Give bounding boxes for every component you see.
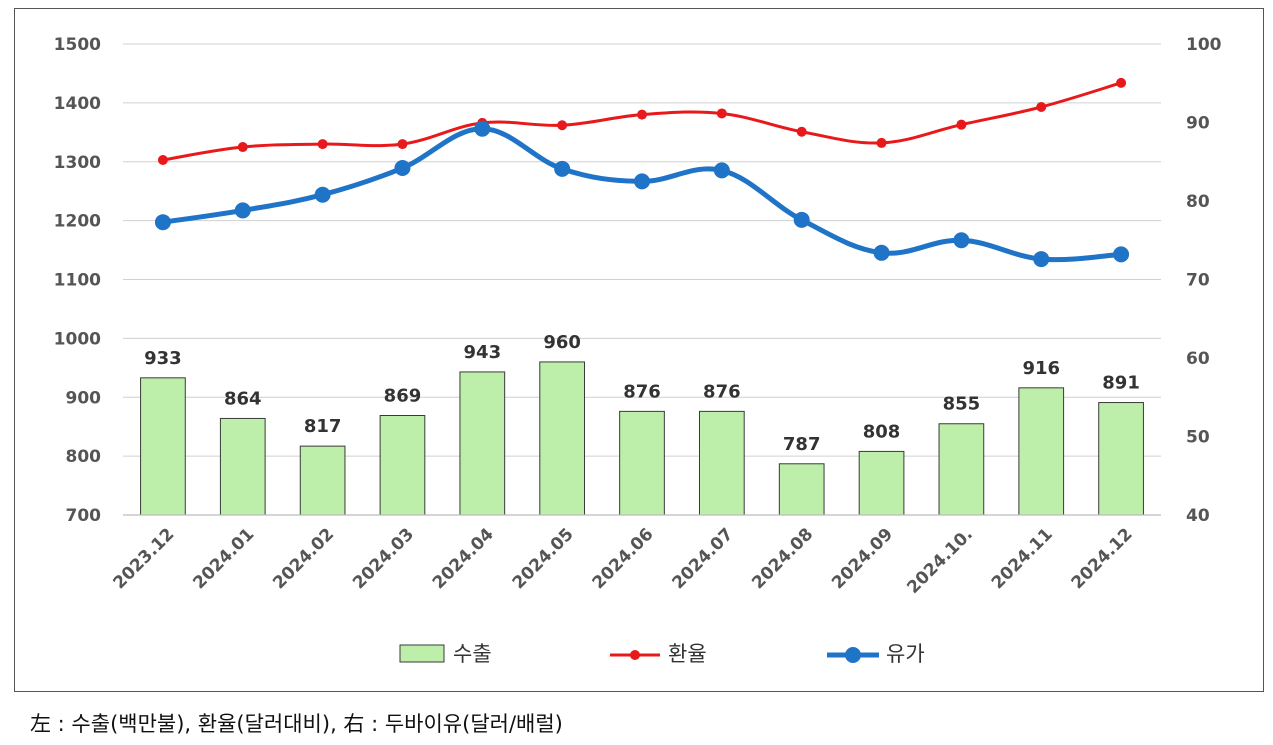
chart: 700 800 900 1000 1100 1200 1300 1400 1500 40 50 60 7… [54, 35, 1222, 666]
gridlines [123, 43, 1161, 516]
exchange-rate-point [1036, 101, 1047, 112]
x-tick-label: 2024.01 [189, 524, 258, 593]
y-right-tick-label: 40 [1186, 506, 1210, 526]
exchange-rate-point [796, 126, 807, 137]
y-left-tick-label: 1100 [54, 271, 101, 291]
bar [778, 463, 825, 516]
oil-price-point [154, 214, 171, 231]
chart-frame: 700 800 900 1000 1100 1200 1300 1400 1500 40 50 60 7… [14, 8, 1264, 692]
lines [154, 77, 1130, 268]
bar [459, 371, 506, 516]
exchange-rate-point [397, 139, 408, 150]
y-left-tick-label: 700 [66, 506, 102, 526]
y-right-tick-label: 100 [1186, 35, 1222, 55]
y-right-tick-label: 60 [1186, 349, 1210, 369]
y-left-tick-label: 1000 [54, 329, 101, 349]
bar [539, 361, 586, 516]
bar-data-label: 876 [703, 381, 741, 402]
x-tick-label: 2024.10. [903, 524, 976, 597]
oil-price-point [873, 244, 890, 261]
x-tick-label: 2024.07 [668, 524, 737, 593]
bar [299, 445, 346, 516]
oil-price-point [234, 202, 251, 219]
legend-label-oil-price: 유가 [886, 642, 925, 666]
bar [858, 450, 905, 516]
bar-data-label: 943 [464, 342, 502, 363]
x-tick-label: 2024.03 [349, 524, 418, 593]
x-tick-label: 2024.05 [509, 524, 578, 593]
data-labels: 933 864 817 869 943 960 876 876 787 808 855 916 891 [144, 332, 1140, 455]
oil-price-point [554, 160, 571, 177]
exchange-rate-point [956, 119, 967, 130]
oil-price-point [634, 173, 650, 190]
bar [140, 377, 186, 516]
oil-price-point [953, 232, 970, 249]
y-right-tick-label: 80 [1186, 192, 1210, 212]
bar-data-label: 876 [623, 381, 661, 402]
y-right-tick-label: 90 [1186, 114, 1210, 134]
x-tick-label: 2024.08 [748, 524, 817, 593]
oil-price-point [1033, 251, 1050, 268]
legend-label-exchange-rate: 환율 [668, 642, 707, 666]
oil-price-line [162, 126, 1122, 263]
y-left-tick-label: 800 [66, 447, 102, 467]
exchange-rate-point [876, 137, 887, 148]
oil-price-point [793, 211, 810, 228]
bar [619, 410, 665, 516]
bar [219, 417, 266, 516]
exchange-rate-point [317, 139, 328, 150]
legend-label-export: 수출 [453, 642, 492, 666]
y-left-tick-label: 900 [66, 388, 102, 408]
y-left-tick-label: 1300 [54, 153, 101, 173]
exchange-rate-point [1116, 77, 1127, 88]
bar [1018, 387, 1065, 516]
x-tick-label: 2024.06 [589, 524, 658, 593]
oil-price-point [314, 186, 331, 203]
exchange-rate-line [162, 81, 1122, 162]
y-left-tick-label: 1400 [54, 94, 101, 114]
x-tick-label: 2024.12 [1068, 524, 1137, 593]
bar-data-label: 933 [144, 348, 182, 369]
bar-data-label: 891 [1102, 373, 1140, 394]
y-left-tick-label: 1200 [54, 212, 101, 232]
x-tick-label: 2024.02 [269, 524, 338, 593]
chart-caption: 左 : 수출(백만불), 환율(달러대비), 右 : 두바이유(달러/배럴) [30, 712, 563, 736]
exchange-rate-point [557, 120, 568, 131]
x-tick-label: 2024.04 [429, 524, 498, 593]
bar-data-label: 864 [224, 388, 262, 409]
bar [698, 410, 745, 516]
exchange-rate-point [716, 108, 727, 119]
y-left-tick-label: 1500 [54, 35, 101, 55]
bar [1098, 402, 1144, 516]
bar [379, 415, 426, 516]
oil-price-point [713, 162, 730, 179]
x-tick-label: 2024.09 [828, 524, 897, 593]
y-right-tick-label: 50 [1186, 428, 1210, 448]
exchange-rate-point [157, 154, 168, 165]
bar-data-label: 787 [783, 434, 821, 455]
x-tick-label: 2024.11 [988, 524, 1057, 593]
legend: 수출 환율 유가 [399, 642, 925, 666]
legend-marker-exchange-rate [630, 650, 640, 660]
oil-price-point [394, 160, 411, 177]
oil-price-point [474, 120, 491, 137]
exchange-rate-point [237, 142, 248, 153]
bar-data-label: 808 [863, 421, 901, 442]
oil-price-point [1113, 246, 1130, 263]
legend-swatch-export [399, 644, 445, 663]
bar [938, 423, 985, 516]
bar-data-label: 960 [543, 332, 581, 353]
bars [140, 361, 1144, 516]
y-right-tick-label: 70 [1186, 271, 1210, 291]
bar-data-label: 869 [384, 386, 422, 407]
bar-data-label: 855 [943, 394, 981, 415]
bar-data-label: 817 [304, 416, 342, 437]
legend-marker-oil-price [845, 647, 861, 663]
x-tick-label: 2023.12 [110, 524, 179, 593]
bar-data-label: 916 [1022, 358, 1060, 379]
exchange-rate-point [637, 109, 647, 120]
